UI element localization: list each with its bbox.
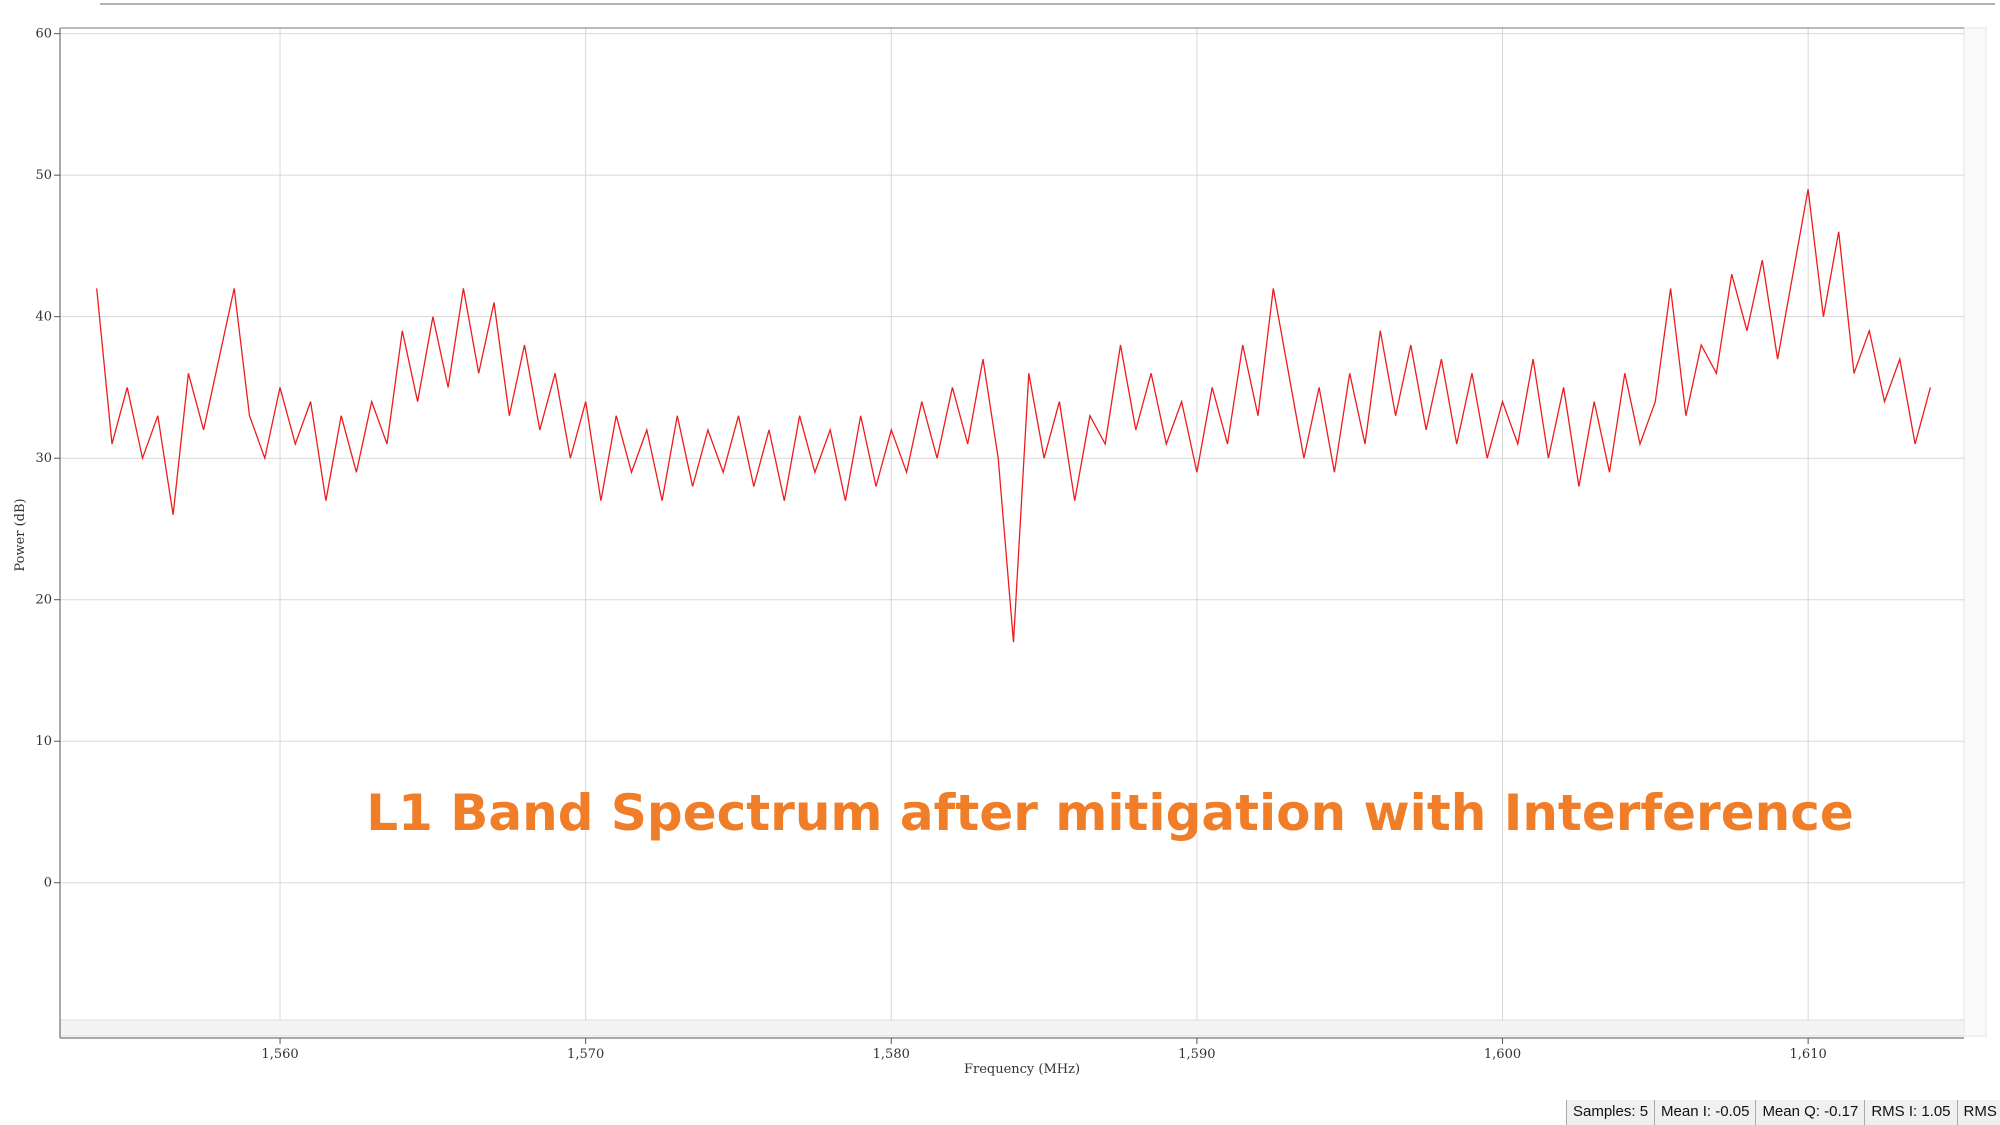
y-axis-label: Power (dB) <box>13 498 28 571</box>
status-item: Mean Q: -0.17 <box>1755 1100 1864 1125</box>
y-tick-label: 50 <box>35 168 52 183</box>
y-tick-label: 20 <box>35 593 52 608</box>
x-axis-label: Frequency (MHz) <box>964 1062 1080 1077</box>
plot <box>96 189 1932 643</box>
x-tick-label: 1,560 <box>261 1047 298 1062</box>
x-tick-label: 1,580 <box>873 1047 910 1062</box>
status-item: Samples: 5 <box>1566 1100 1654 1125</box>
v-scrollbar[interactable] <box>1963 27 1987 1037</box>
status-item: RMS I: 1.05 <box>1864 1100 1956 1125</box>
chart: L1 Band Spectrum after mitigation with I… <box>13 3 1995 1077</box>
status-bar: Samples: 5 Mean I: -0.05 Mean Q: -0.17 RMS … <box>1566 1100 2000 1125</box>
x-tick-label: 1,610 <box>1790 1047 1827 1062</box>
annotation: L1 Band Spectrum after mitigation with I… <box>366 784 1854 842</box>
grid <box>60 28 1964 1020</box>
x-tick-label: 1,590 <box>1178 1047 1215 1062</box>
y-tick-label: 60 <box>35 27 52 42</box>
y-tick-label: 10 <box>35 734 52 749</box>
status-item: Mean I: -0.05 <box>1654 1100 1755 1125</box>
h-scrollbar[interactable] <box>59 1019 1965 1037</box>
y-tick-label: 40 <box>35 310 52 325</box>
x-tick-label: 1,570 <box>567 1047 604 1062</box>
x-tick-label: 1,600 <box>1484 1047 1521 1062</box>
status-item: RMS Q: <box>1956 1100 2000 1125</box>
y-tick-label: 30 <box>35 451 52 466</box>
y-tick-label: 0 <box>44 876 52 891</box>
spectrum-line <box>96 189 1932 643</box>
